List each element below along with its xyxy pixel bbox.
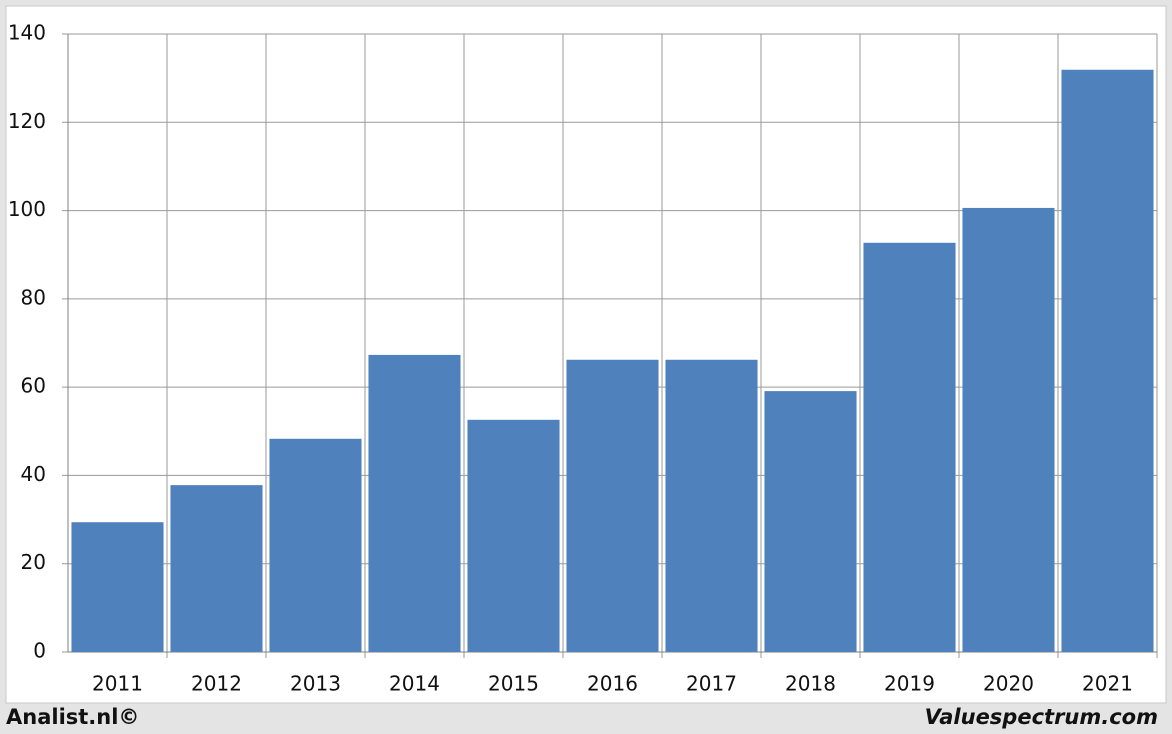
bar — [467, 419, 560, 652]
y-tick-label: 60 — [21, 374, 46, 398]
x-tick-label: 2017 — [686, 672, 737, 696]
x-tick-label: 2014 — [389, 672, 440, 696]
x-tick-label: 2019 — [884, 672, 935, 696]
bar — [269, 438, 362, 652]
x-tick-label: 2016 — [587, 672, 638, 696]
footer-right: Valuespectrum.com — [925, 705, 1158, 729]
y-tick-label: 20 — [21, 550, 46, 574]
x-tick-label: 2015 — [488, 672, 539, 696]
bar — [962, 207, 1055, 652]
bar — [566, 359, 659, 652]
x-tick-label: 2021 — [1082, 672, 1133, 696]
bar — [764, 391, 857, 652]
x-tick-label: 2011 — [92, 672, 143, 696]
x-tick-label: 2020 — [983, 672, 1034, 696]
x-tick-label: 2013 — [290, 672, 341, 696]
bar — [170, 485, 263, 652]
bar — [71, 522, 164, 652]
bar — [665, 359, 758, 652]
y-tick-label: 80 — [21, 285, 46, 309]
x-tick-label: 2018 — [785, 672, 836, 696]
bar — [1061, 69, 1154, 652]
y-tick-label: 140 — [8, 21, 46, 45]
y-tick-label: 40 — [21, 462, 46, 486]
bar — [368, 354, 461, 652]
x-tick-label: 2012 — [191, 672, 242, 696]
footer-left: Analist.nl© — [6, 705, 139, 729]
y-tick-label: 100 — [8, 197, 46, 221]
bar — [863, 242, 956, 652]
y-tick-label: 0 — [33, 639, 46, 663]
y-tick-label: 120 — [8, 109, 46, 133]
